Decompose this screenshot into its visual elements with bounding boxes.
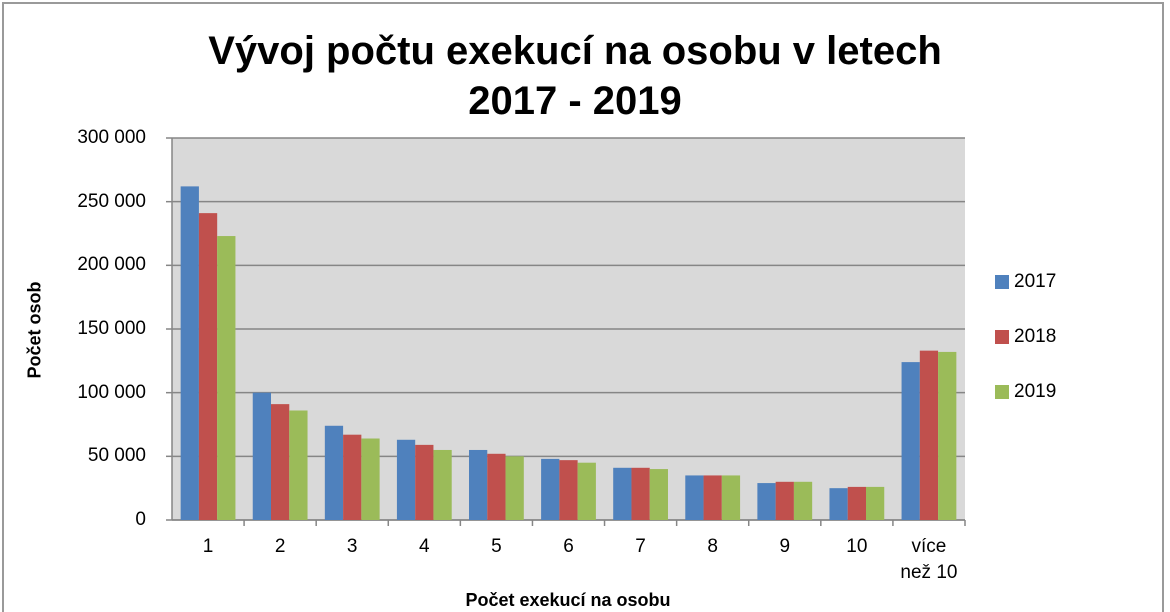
bar bbox=[775, 481, 794, 520]
bar bbox=[649, 469, 668, 520]
bar bbox=[901, 362, 920, 520]
x-tick-label: 3 bbox=[346, 536, 358, 557]
legend-label: 2017 bbox=[1014, 271, 1057, 292]
y-tick-label: 100 000 bbox=[77, 381, 146, 403]
bar bbox=[577, 462, 596, 520]
bar bbox=[324, 425, 344, 520]
bar bbox=[198, 213, 218, 521]
bar bbox=[505, 456, 524, 520]
x-tick-label: 8 bbox=[707, 536, 718, 557]
bar bbox=[343, 434, 362, 520]
x-tick-label: 2 bbox=[274, 536, 286, 557]
y-tick-label: 250 000 bbox=[77, 190, 146, 212]
x-tick-label: 4 bbox=[419, 536, 430, 557]
bar bbox=[361, 438, 380, 520]
bar bbox=[613, 467, 632, 520]
bar bbox=[433, 449, 452, 520]
bar bbox=[847, 486, 866, 520]
bar bbox=[289, 410, 308, 520]
y-tick-label: 150 000 bbox=[77, 318, 146, 339]
bar bbox=[469, 449, 488, 520]
bar bbox=[757, 483, 776, 520]
bar bbox=[217, 236, 236, 520]
x-tick-label: více než 10 bbox=[900, 536, 958, 583]
x-tick-label: 1 bbox=[202, 536, 214, 557]
bar bbox=[631, 467, 650, 520]
bar bbox=[938, 351, 957, 520]
bar bbox=[541, 458, 560, 520]
x-tick-label: 6 bbox=[563, 536, 574, 557]
y-tick-label: 50 000 bbox=[87, 445, 146, 467]
bar bbox=[487, 453, 506, 520]
legend-swatch bbox=[995, 385, 1009, 399]
bar bbox=[703, 475, 722, 520]
y-tick-label: 200 000 bbox=[77, 254, 146, 276]
y-tick-label: 0 bbox=[135, 509, 146, 530]
bar bbox=[415, 444, 434, 520]
bar bbox=[829, 488, 848, 520]
bar bbox=[919, 350, 939, 520]
bar bbox=[180, 186, 199, 521]
x-tick-label: 10 bbox=[846, 536, 868, 557]
x-tick-label: 7 bbox=[635, 536, 646, 557]
legend-swatch bbox=[995, 330, 1009, 344]
bar bbox=[793, 481, 813, 520]
legend-swatch bbox=[995, 275, 1009, 289]
bar bbox=[271, 404, 290, 520]
bar bbox=[559, 460, 578, 520]
bar bbox=[721, 475, 741, 520]
chart-title: Vývoj počtu exekucí na osobu v letech 20… bbox=[208, 29, 942, 123]
bar bbox=[685, 475, 704, 520]
bar bbox=[865, 486, 885, 520]
x-axis-label: Počet exekucí na osobu bbox=[465, 590, 671, 610]
x-tick-label: 9 bbox=[779, 536, 791, 557]
legend-label: 2018 bbox=[1014, 326, 1057, 347]
y-tick-label: 300 000 bbox=[77, 127, 146, 148]
x-tick-label: 5 bbox=[491, 536, 502, 557]
bar bbox=[252, 392, 272, 520]
bar bbox=[396, 439, 416, 520]
legend-label: 2019 bbox=[1014, 381, 1057, 402]
